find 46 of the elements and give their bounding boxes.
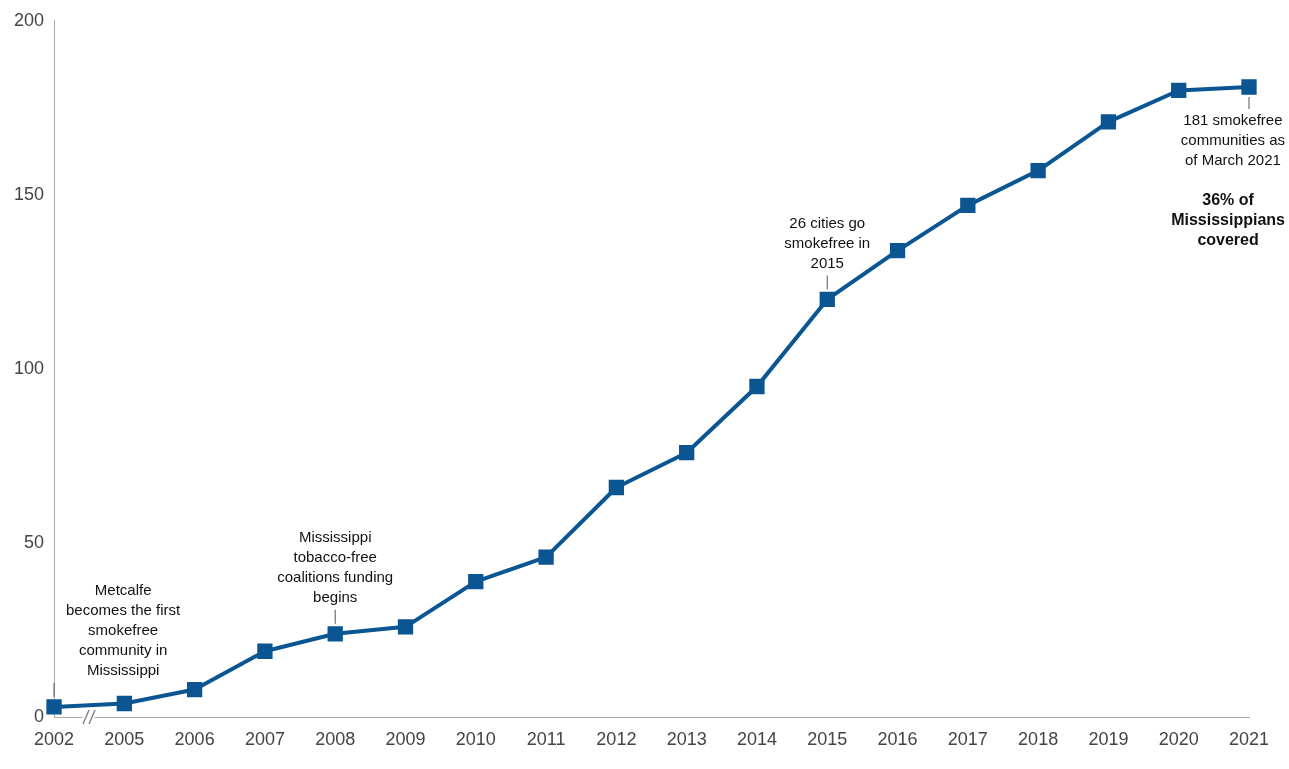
annotation: 26 cities go smokefree in 2015 xyxy=(784,213,871,271)
x-tick-label: 2015 xyxy=(807,729,848,750)
y-tick-label: 200 xyxy=(13,9,45,30)
x-tick-label: 2021 xyxy=(1228,729,1270,750)
point xyxy=(1100,114,1117,130)
point xyxy=(960,197,976,214)
y-tick-label: 150 xyxy=(13,183,45,204)
point xyxy=(468,573,484,590)
x-tick-label: 2013 xyxy=(666,729,707,750)
annotation: 36% of Mississippians covered xyxy=(1171,191,1286,249)
x-tick-label: 2016 xyxy=(877,729,918,750)
y-tick-label: 0 xyxy=(34,706,45,727)
point xyxy=(1241,79,1257,95)
point xyxy=(819,291,835,308)
point xyxy=(397,619,414,635)
x-tick-label: 2014 xyxy=(736,729,777,750)
x-tick-label: 2008 xyxy=(315,729,356,750)
point xyxy=(46,699,62,715)
point xyxy=(257,643,273,659)
point xyxy=(679,445,695,461)
x-tick-label: 2012 xyxy=(596,729,637,750)
y-tick-label: 100 xyxy=(13,358,45,379)
x-tick-label: 2020 xyxy=(1158,729,1199,750)
point xyxy=(749,378,765,395)
annotation: 181 smokefree communities as of March 2021 xyxy=(1180,111,1285,169)
point xyxy=(116,695,132,712)
x-tick-label: 2006 xyxy=(174,729,215,750)
x-tick-label: 2005 xyxy=(104,729,145,750)
x-tick-label: 2011 xyxy=(526,729,566,750)
x-tick-label: 2019 xyxy=(1088,729,1129,750)
annotation: Mississippi tobacco-free coalitions funding begins xyxy=(277,527,394,605)
point xyxy=(1030,162,1046,179)
point xyxy=(1171,82,1187,99)
x-tick-label: 2002 xyxy=(34,729,75,750)
x-tick-label: 2017 xyxy=(947,729,988,750)
point xyxy=(608,479,625,496)
x-tick-label: 2009 xyxy=(385,729,426,750)
point xyxy=(538,549,554,565)
y-tick-label: 50 xyxy=(24,532,45,553)
point xyxy=(186,681,203,698)
point xyxy=(327,626,343,642)
x-tick-label: 2007 xyxy=(244,729,285,750)
annotation: Metcalfe becomes the first smokefree community in Mississippi xyxy=(66,581,182,679)
point xyxy=(889,243,906,259)
x-tick-label: 2010 xyxy=(455,729,496,750)
x-tick-label: 2018 xyxy=(1018,729,1059,750)
